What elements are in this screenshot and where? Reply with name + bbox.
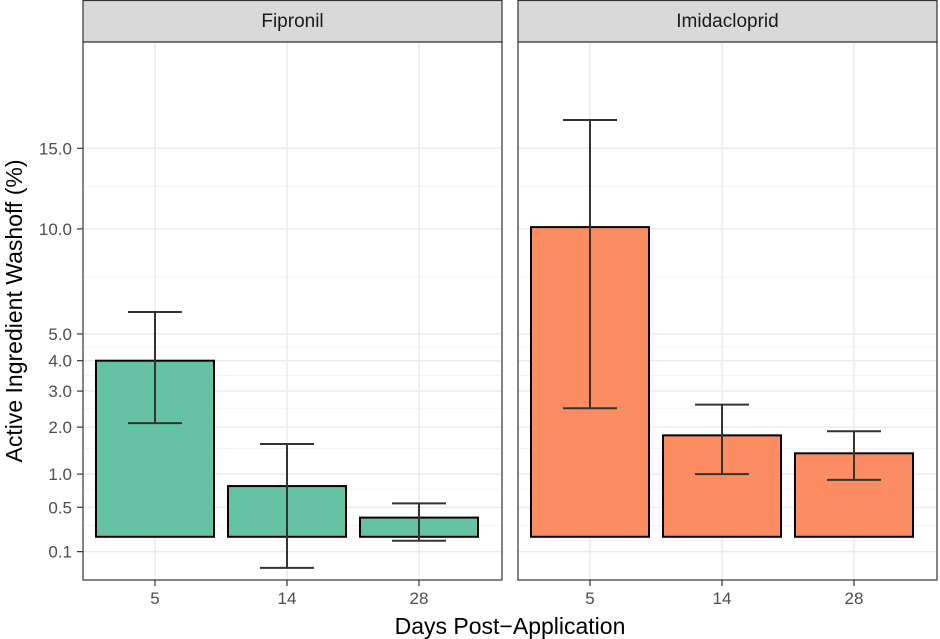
error-bar xyxy=(827,430,881,481)
error-bar xyxy=(563,118,617,410)
x-tick-label: 14 xyxy=(278,589,297,608)
error-bar xyxy=(260,443,314,569)
panel-border xyxy=(517,41,938,581)
y-tick-label: 5.0 xyxy=(48,325,72,344)
y-tick-label: 0.1 xyxy=(48,543,72,562)
facet-strip-label: Imidacloprid xyxy=(676,11,778,32)
y-tick-label: 2.0 xyxy=(48,418,72,437)
y-tick-label: 3.0 xyxy=(48,382,72,401)
y-tick-label: 4.0 xyxy=(48,352,72,371)
y-tick-label: 1.0 xyxy=(48,465,72,484)
error-bar xyxy=(695,403,749,476)
panel-imidacloprid: Imidacloprid 5 14 28 xyxy=(517,0,938,608)
panel-border xyxy=(82,41,503,581)
facet-strip xyxy=(82,0,503,43)
error-bar xyxy=(392,502,446,542)
y-tick-label: 15.0 xyxy=(39,139,72,158)
facet-strip xyxy=(517,0,938,43)
error-bar xyxy=(128,311,182,425)
y-tick-label: 0.5 xyxy=(48,498,72,517)
panels-layer: Fipronil 5 14 28 Imidacloprid 5 14 28 xyxy=(82,0,938,608)
y-tick-label: 10.0 xyxy=(39,220,72,239)
x-tick-label: 5 xyxy=(150,589,159,608)
x-tick-label: 5 xyxy=(585,589,594,608)
facet-strip-label: Fipronil xyxy=(261,11,323,32)
x-tick-label: 14 xyxy=(713,589,732,608)
x-axis-title: Days Post−Application xyxy=(395,613,626,639)
panel-fipronil: Fipronil 5 14 28 xyxy=(82,0,503,608)
x-tick-label: 28 xyxy=(410,589,429,608)
y-axis: 0.1 0.5 1.0 2.0 3.0 4.0 5.0 10.0 15.0 xyxy=(39,139,83,562)
y-axis-title: Active Ingredient Washoff (%) xyxy=(1,160,27,463)
x-tick-label: 28 xyxy=(845,589,864,608)
